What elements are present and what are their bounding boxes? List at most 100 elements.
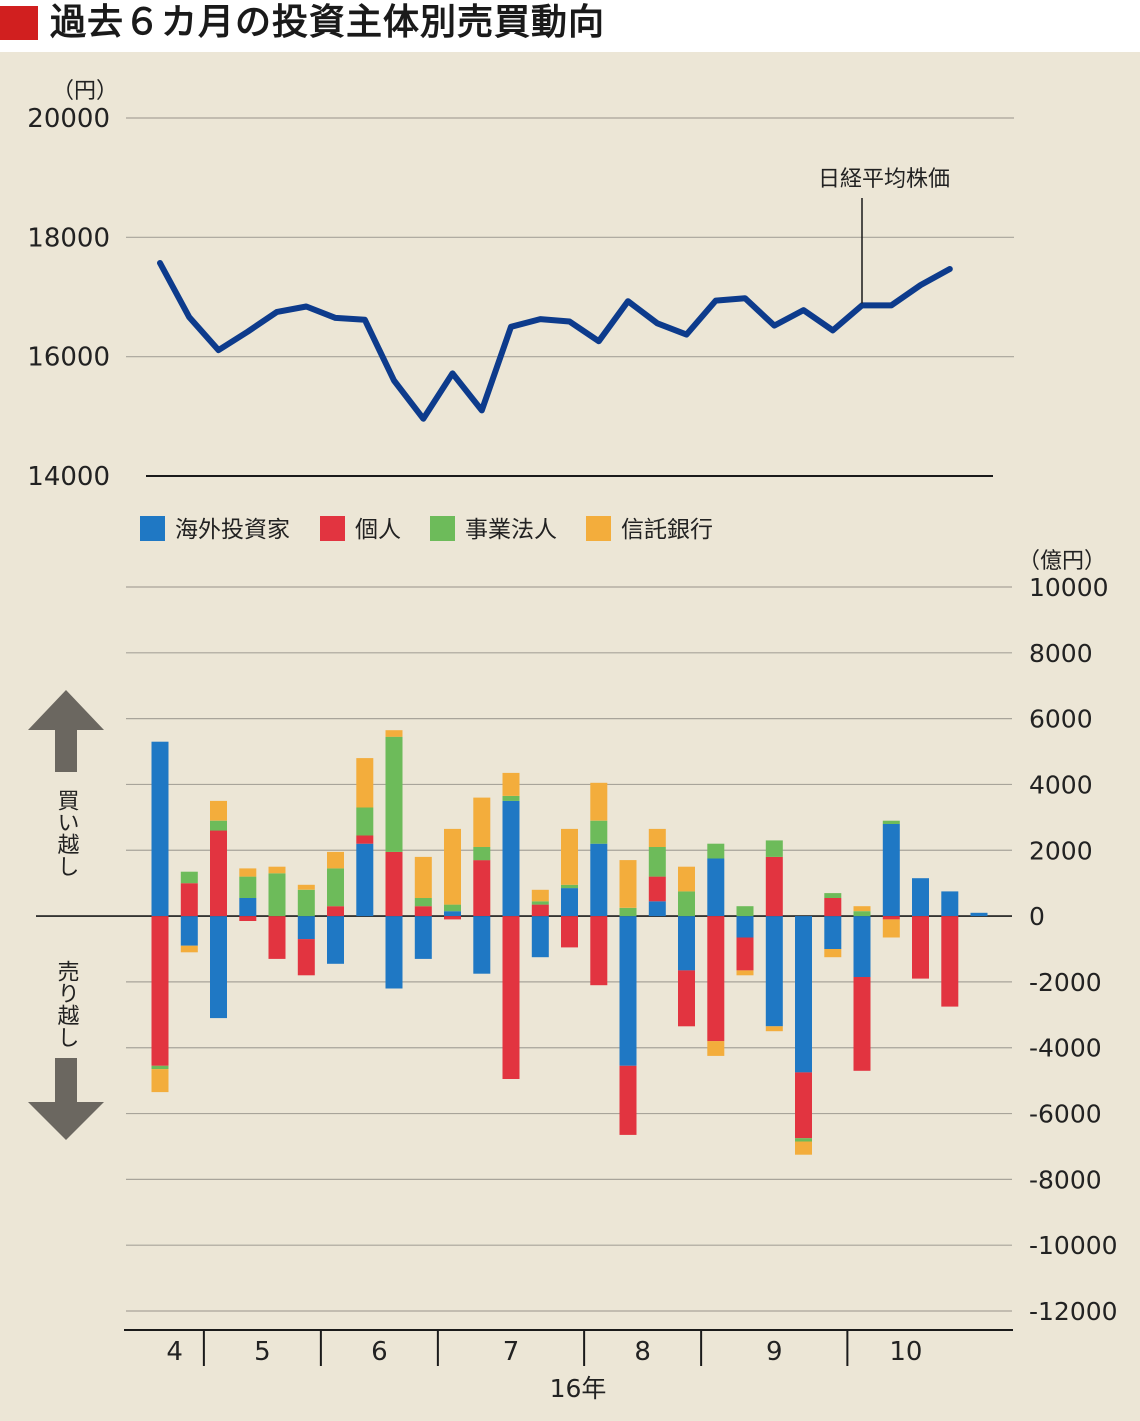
bar-segment: [414, 898, 432, 907]
bar-segment: [648, 901, 666, 917]
bar-segment: [882, 916, 900, 920]
bar-segment: [268, 873, 286, 917]
bar-segment: [531, 916, 549, 958]
y-tick-label: 20000: [27, 104, 110, 134]
month-tick-label: 10: [889, 1337, 922, 1367]
bar-segment: [678, 916, 695, 971]
down-arrow-icon: [28, 1058, 104, 1140]
bar-segment: [327, 851, 344, 869]
bar-segment: [327, 868, 344, 907]
bar-segment: [210, 820, 227, 831]
bar-segment: [795, 1072, 812, 1139]
month-tick-label: 6: [371, 1337, 388, 1367]
bar-segment: [180, 945, 198, 953]
bar-segment: [414, 906, 432, 917]
y-tick-label: 10000: [1029, 573, 1109, 602]
bar-segment: [327, 916, 344, 964]
bar-segment: [151, 916, 169, 1066]
month-tick-label: 8: [634, 1337, 651, 1367]
y-tick-label: -6000: [1029, 1100, 1102, 1129]
month-tick-label: 7: [503, 1337, 520, 1367]
chart-legend: 海外投資家 個人 事業法人 信託銀行: [140, 516, 713, 543]
y-tick-label: 14000: [27, 462, 110, 492]
bar-segment: [561, 884, 578, 889]
y-tick-label: 18000: [27, 223, 110, 253]
bar-segment: [531, 889, 549, 902]
y-tick-label: 0: [1029, 902, 1045, 931]
bar-segment: [765, 840, 783, 857]
bar-segment: [473, 860, 491, 916]
sell-label: 売り越し: [54, 960, 80, 1048]
legend-swatch: [140, 516, 165, 541]
legend-label: 海外投資家: [175, 517, 290, 543]
bar-segment: [765, 1026, 783, 1032]
bar-segment: [502, 916, 520, 1079]
bar-segment: [151, 1065, 169, 1070]
bar-segment: [297, 884, 315, 890]
bar-segment: [736, 937, 754, 971]
bar-segment: [678, 866, 695, 892]
bar-segment: [795, 1138, 812, 1142]
nikkei-line: [157, 260, 953, 422]
bar-segment: [531, 904, 549, 917]
bar-segment: [619, 1065, 637, 1135]
bar-segment: [151, 741, 169, 917]
bar-segment: [531, 901, 549, 905]
bar-segment: [795, 916, 812, 1073]
bar-segment: [853, 906, 871, 912]
x-axis-label: 16年: [550, 1374, 607, 1403]
bar-segment: [736, 916, 754, 938]
y-axis-unit-label: （億円）: [1018, 549, 1106, 574]
bar-segment: [590, 916, 608, 986]
y-axis-unit-label: （円）: [52, 79, 118, 104]
bar-segment: [795, 1141, 812, 1155]
bar-segment: [707, 858, 725, 917]
bar-segment: [385, 730, 403, 737]
bar-segment: [853, 911, 871, 917]
y-tick-label: 8000: [1029, 639, 1093, 668]
bar-segment: [444, 904, 461, 912]
bar-segment: [385, 851, 403, 917]
bar-segment: [502, 772, 520, 796]
buy-label: 買い越し: [54, 789, 80, 877]
month-tick-label: 5: [254, 1337, 271, 1367]
bar-segment: [502, 800, 520, 917]
bar-segment: [356, 807, 374, 836]
bar-segment: [444, 911, 461, 917]
bar-segment: [268, 866, 286, 874]
bar-segment: [444, 916, 461, 920]
bar-segment: [824, 949, 842, 958]
bar-segment: [941, 916, 959, 1007]
bar-segment: [297, 916, 315, 940]
bar-segment: [882, 823, 900, 916]
bar-segment: [765, 856, 783, 917]
up-arrow-icon: [28, 690, 104, 772]
bar-segment: [473, 916, 491, 974]
legend-label: 個人: [355, 517, 401, 543]
bar-segment: [853, 916, 871, 977]
bar-segment: [882, 919, 900, 938]
y-tick-label: 2000: [1029, 836, 1093, 865]
bar-segment: [180, 871, 198, 884]
bar-segment: [297, 939, 315, 976]
bar-segment: [180, 916, 198, 946]
bar-segment: [765, 916, 783, 1027]
bar-segment: [736, 906, 754, 917]
bar-segment: [414, 916, 432, 959]
bar-segment: [648, 828, 666, 847]
bar-segment: [151, 1069, 169, 1093]
bar-segment: [707, 843, 725, 859]
legend-swatch: [320, 516, 345, 541]
bar-segment: [853, 977, 871, 1071]
month-tick-label: 4: [166, 1337, 183, 1367]
bar-segment: [327, 906, 344, 917]
bar-segment: [210, 830, 227, 917]
bar-segment: [561, 916, 578, 948]
bar-segment: [268, 916, 286, 959]
bar-segment: [239, 916, 257, 921]
bar-segment: [824, 893, 842, 898]
legend-swatch: [430, 516, 455, 541]
bar-segment: [590, 820, 608, 844]
bar-segment: [297, 889, 315, 917]
